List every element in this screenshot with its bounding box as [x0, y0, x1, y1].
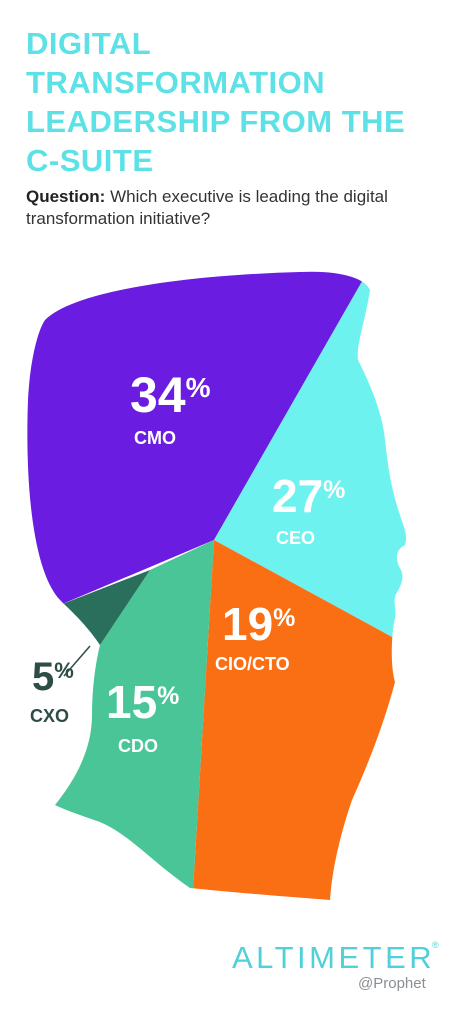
slice-ceo [214, 271, 407, 680]
title-line: C-SUITE [26, 143, 154, 178]
value-label-cdo: 15% [106, 676, 179, 728]
title-line: TRANSFORMATION [26, 65, 326, 100]
chart-title: DIGITAL TRANSFORMATION LEADERSHIP FROM T… [26, 24, 456, 180]
category-label-cxo: CXO [30, 706, 69, 726]
survey-question: Question: Which executive is leading the… [26, 186, 446, 230]
slice-cmo [27, 271, 380, 610]
cxo-leader-line [63, 645, 91, 677]
category-label-ciocto: CIO/CTO [215, 654, 290, 674]
category-label-ceo: CEO [276, 528, 315, 548]
value-label-ciocto: 19% [222, 598, 295, 650]
category-label-cdo: CDO [118, 736, 158, 756]
value-label-cmo: 34% [130, 367, 211, 423]
question-label: Question: [26, 187, 106, 206]
title-line: DIGITAL [26, 26, 152, 61]
question-text: Which executive is leading the digital t… [26, 187, 388, 228]
category-label-cmo: CMO [134, 428, 176, 448]
value-label-cxo: 5% [32, 655, 74, 699]
value-label-ceo: 27% [272, 470, 345, 522]
title-line: LEADERSHIP FROM THE [26, 104, 406, 139]
